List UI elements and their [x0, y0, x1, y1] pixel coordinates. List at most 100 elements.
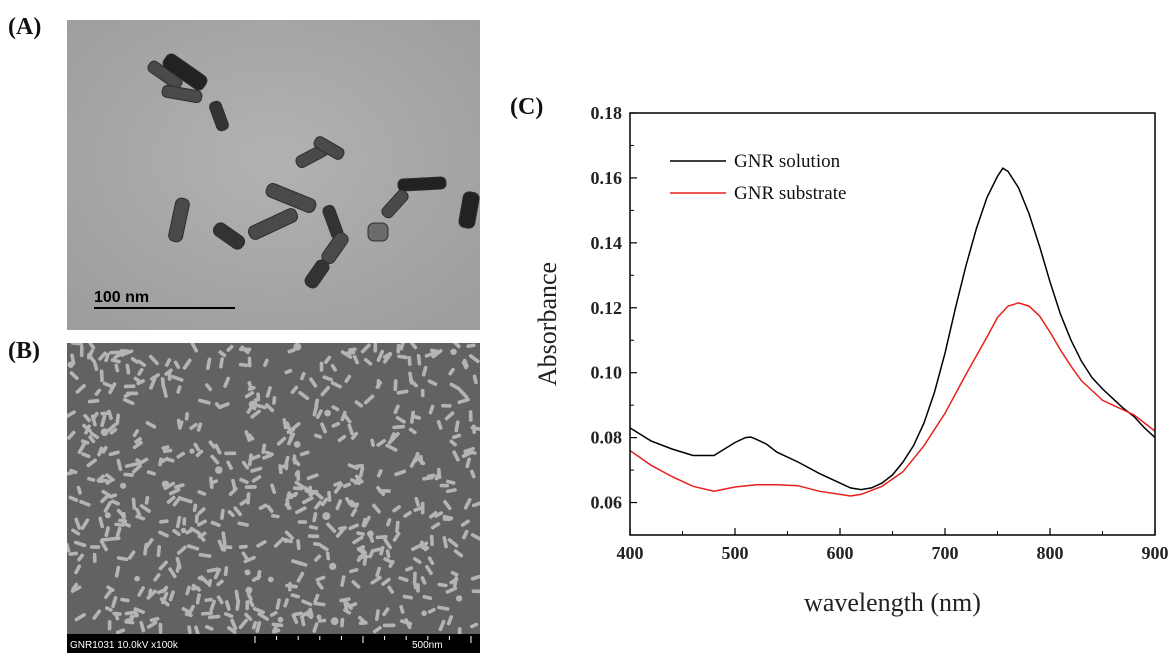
sem-nanorod	[106, 585, 115, 592]
absorbance-chart: 400 500 600 700 800 900 0.060.080.100.120.140…	[533, 103, 1169, 617]
sem-nanorod	[395, 520, 400, 534]
sem-nanorod	[185, 527, 195, 535]
sem-nanorod	[195, 449, 204, 458]
sem-nanorod	[427, 607, 436, 614]
sem-nanorod	[422, 594, 433, 601]
sem-nanorod	[320, 422, 328, 434]
sem-nanorod	[244, 390, 255, 399]
sem-nanorod	[176, 545, 187, 555]
sem-nanorod	[250, 409, 261, 419]
sem-nanorod	[287, 491, 294, 500]
sem-nanorod	[110, 499, 120, 506]
sem-nanorod	[166, 495, 176, 504]
sem-nanorod	[376, 485, 386, 497]
sem-nanorod	[224, 451, 237, 456]
sem-nanorod	[284, 530, 295, 540]
sem-nanorod	[67, 430, 76, 440]
sem-nanorod	[98, 351, 107, 361]
sem-nanorod	[312, 404, 319, 417]
sem-nanorod	[187, 544, 200, 551]
sem-nanorod	[197, 489, 207, 496]
sem-nanorod	[312, 512, 318, 523]
sem-nanorod	[74, 612, 86, 622]
sem-nanorod	[397, 354, 408, 360]
sem-nanorod	[124, 610, 138, 616]
sem-nanorod	[244, 430, 252, 442]
sem-nanorod	[288, 432, 296, 443]
sem-nanorod	[357, 615, 367, 624]
sem-nanorod	[92, 552, 97, 564]
sem-nanorod	[164, 358, 172, 367]
sem-nanorod	[356, 531, 365, 536]
sem-nanorod	[471, 424, 477, 434]
sem-nanorod	[418, 454, 424, 465]
sem-nanorod	[375, 566, 382, 578]
sem-nanorod	[69, 371, 79, 381]
sem-nanorod	[262, 358, 269, 367]
sem-nanorod	[312, 622, 319, 633]
sem-nanorod	[452, 450, 460, 462]
sem-nanorod	[238, 618, 249, 630]
sem-nanorod	[98, 516, 105, 529]
sem-nanorod	[368, 549, 375, 559]
sem-nanorod	[219, 357, 224, 369]
sem-nanorod	[291, 613, 299, 624]
sem-nanorod	[243, 555, 256, 564]
sem-nanorod	[399, 343, 406, 351]
sem-nanorod	[333, 481, 343, 487]
sem-nanorod	[292, 486, 304, 491]
sem-nanorod	[322, 375, 333, 382]
sem-nanorod	[123, 384, 136, 389]
sem-particle	[104, 512, 111, 519]
sem-nanorod	[358, 466, 365, 478]
panel-label-c: (C)	[510, 94, 544, 120]
sem-nanorod	[226, 344, 234, 352]
nanorod	[381, 189, 409, 219]
sem-nanorod	[420, 501, 425, 515]
sem-nanorod	[454, 420, 460, 433]
sem-nanorod	[421, 365, 428, 377]
sem-nanorod	[224, 600, 231, 610]
sem-nanorod	[153, 573, 161, 582]
sem-nanorod	[207, 578, 213, 588]
sem-nanorod	[271, 513, 280, 519]
sem-nanorod	[470, 622, 479, 629]
sem-nanorod	[220, 508, 225, 520]
sem-nanorod	[71, 528, 81, 536]
panel-label-b: (B)	[8, 338, 40, 364]
sem-nanorod	[87, 352, 97, 364]
sem-nanorod	[265, 386, 272, 398]
sem-nanorod	[172, 495, 182, 507]
sem-nanorod	[337, 525, 347, 531]
x-axis-ticks: 400 500 600 700 800 900	[617, 528, 1169, 563]
sem-nanorod	[180, 496, 193, 504]
sem-nanorod	[108, 493, 118, 499]
sem-nanorod	[133, 376, 142, 384]
sem-nanorod	[439, 483, 449, 488]
sem-nanorod	[158, 530, 169, 538]
sem-nanorod	[150, 373, 161, 381]
sem-particle	[134, 575, 140, 582]
sem-nanorod	[350, 508, 358, 517]
sem-nanorod	[387, 436, 396, 445]
sem-nanorod	[405, 566, 414, 572]
sem-nanorod	[160, 377, 166, 389]
sem-particle	[245, 586, 253, 594]
sem-nanorod	[89, 545, 101, 549]
sem-info-text: GNR1031 10.0kV x100k	[70, 640, 179, 651]
sem-nanorod	[100, 537, 112, 542]
sem-nanorod	[206, 567, 220, 573]
sem-nanorod	[348, 347, 357, 352]
sem-nanorod	[297, 520, 308, 524]
sem-nanorod	[436, 467, 442, 480]
sem-nanorod	[313, 593, 320, 604]
sem-nanorod	[246, 403, 255, 414]
sem-nanorod	[226, 460, 233, 470]
sem-nanorod	[187, 625, 192, 635]
sem-nanorod	[398, 576, 409, 583]
sem-nanorod	[146, 620, 158, 629]
sem-nanorod	[408, 427, 417, 435]
sem-nanorod	[284, 368, 293, 375]
sem-nanorod	[208, 440, 216, 449]
sem-nanorod	[449, 577, 459, 585]
